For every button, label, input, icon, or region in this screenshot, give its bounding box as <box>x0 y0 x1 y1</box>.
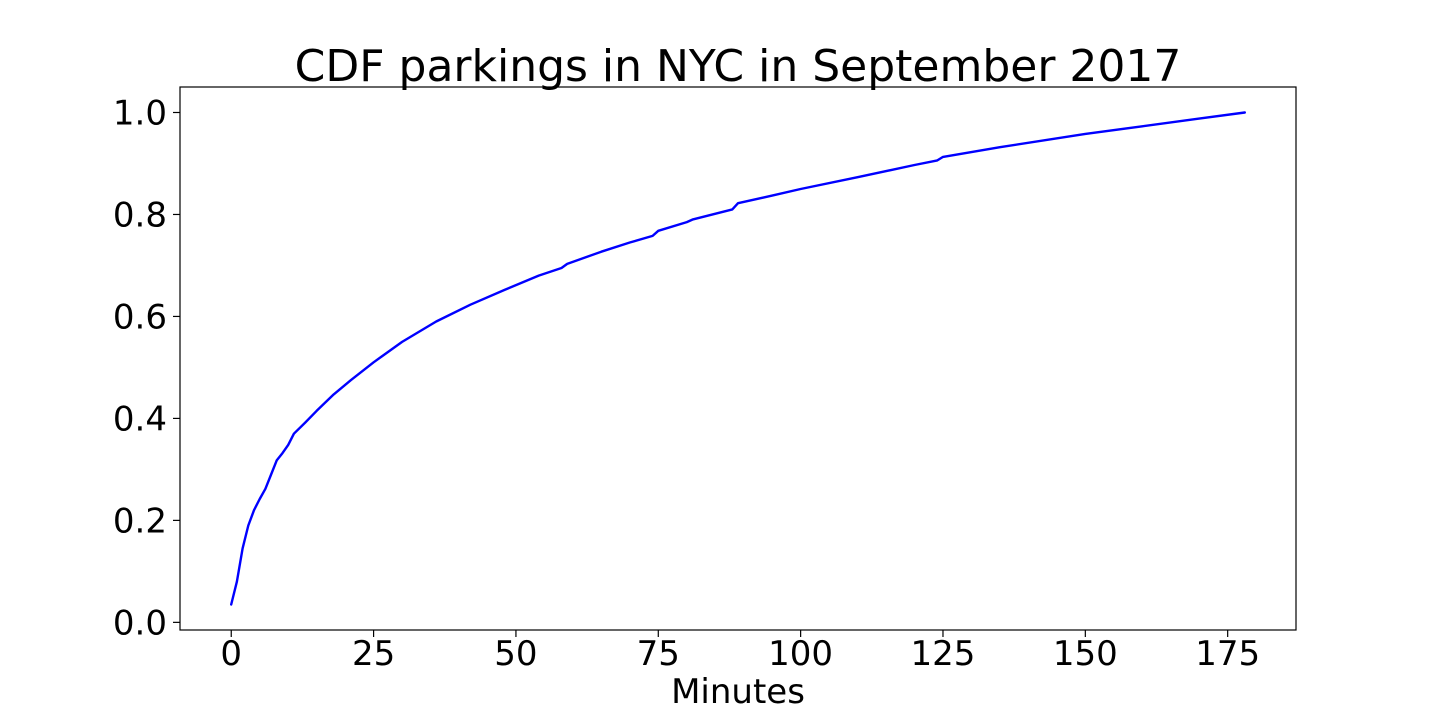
y-tick-label: 0.2 <box>113 501 167 541</box>
chart-title: CDF parkings in NYC in September 2017 <box>295 41 1182 92</box>
x-tick-label: 25 <box>352 634 395 674</box>
y-tick-label: 0.4 <box>113 399 167 439</box>
x-tick-label: 50 <box>494 634 537 674</box>
x-tick-label: 125 <box>911 634 976 674</box>
y-tick-label: 1.0 <box>113 93 167 133</box>
plot-frame <box>179 86 1297 631</box>
y-tick-label: 0.6 <box>113 297 167 337</box>
y-tick-label: 0.8 <box>113 195 167 235</box>
y-tick-label: 0.0 <box>113 603 167 643</box>
x-tick-label: 175 <box>1195 634 1260 674</box>
x-axis-title: Minutes <box>671 672 805 712</box>
x-tick-label: 150 <box>1053 634 1118 674</box>
cdf-series-line <box>229 111 1247 606</box>
x-tick-label: 75 <box>637 634 680 674</box>
x-tick-label: 0 <box>220 634 242 674</box>
x-tick-label: 100 <box>768 634 833 674</box>
